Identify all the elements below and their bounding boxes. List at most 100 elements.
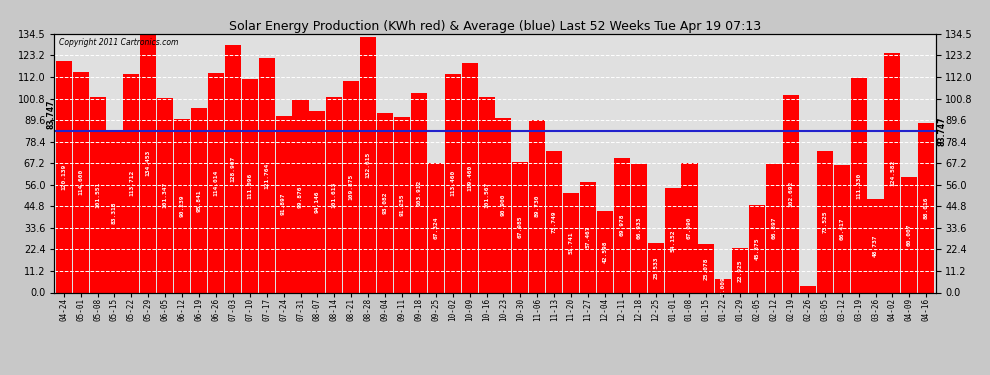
Bar bbox=[377, 113, 393, 292]
Text: 69.978: 69.978 bbox=[620, 214, 625, 237]
Bar bbox=[360, 38, 376, 292]
Bar bbox=[749, 205, 765, 292]
Bar bbox=[208, 73, 224, 292]
Text: 101.347: 101.347 bbox=[162, 182, 167, 208]
Bar bbox=[107, 132, 123, 292]
Bar bbox=[530, 120, 545, 292]
Text: 91.897: 91.897 bbox=[281, 193, 286, 215]
Bar bbox=[344, 81, 359, 292]
Bar bbox=[513, 162, 529, 292]
Bar bbox=[580, 182, 596, 292]
Text: 48.737: 48.737 bbox=[873, 234, 878, 257]
Bar bbox=[715, 279, 732, 292]
Text: 124.582: 124.582 bbox=[890, 159, 895, 186]
Text: 113.460: 113.460 bbox=[450, 170, 455, 196]
Text: 120.139: 120.139 bbox=[61, 164, 66, 190]
Text: 66.417: 66.417 bbox=[840, 217, 844, 240]
Bar bbox=[411, 93, 427, 292]
Bar bbox=[834, 165, 849, 292]
Text: 94.146: 94.146 bbox=[315, 191, 320, 213]
Text: 119.460: 119.460 bbox=[467, 165, 472, 191]
Text: 25.078: 25.078 bbox=[704, 257, 709, 280]
Text: 114.600: 114.600 bbox=[78, 169, 83, 195]
Bar bbox=[614, 158, 630, 292]
Text: 103.912: 103.912 bbox=[417, 179, 422, 206]
Text: 95.841: 95.841 bbox=[197, 189, 202, 211]
Text: 88.016: 88.016 bbox=[924, 196, 929, 219]
Bar bbox=[191, 108, 207, 292]
Bar bbox=[55, 62, 72, 292]
Bar bbox=[72, 72, 89, 292]
Bar bbox=[664, 188, 680, 292]
Bar bbox=[800, 286, 816, 292]
Bar bbox=[478, 97, 495, 292]
Text: 121.764: 121.764 bbox=[264, 162, 269, 189]
Text: 67.090: 67.090 bbox=[687, 217, 692, 239]
Text: 91.255: 91.255 bbox=[400, 194, 405, 216]
Text: 57.467: 57.467 bbox=[585, 226, 590, 249]
Text: 54.152: 54.152 bbox=[670, 229, 675, 252]
Bar bbox=[733, 248, 748, 292]
Text: 90.900: 90.900 bbox=[501, 194, 506, 216]
Bar bbox=[89, 97, 106, 292]
Bar bbox=[495, 118, 512, 292]
Bar bbox=[783, 95, 799, 292]
Text: 83.747: 83.747 bbox=[938, 117, 946, 146]
Bar bbox=[647, 243, 663, 292]
Text: 101.567: 101.567 bbox=[484, 182, 489, 208]
Text: 73.525: 73.525 bbox=[823, 210, 828, 233]
Text: 45.375: 45.375 bbox=[754, 238, 759, 260]
Text: 66.897: 66.897 bbox=[771, 217, 776, 239]
Bar bbox=[681, 164, 698, 292]
Text: 101.613: 101.613 bbox=[332, 182, 337, 208]
Bar bbox=[141, 34, 156, 292]
Text: Copyright 2011 Cartronics.com: Copyright 2011 Cartronics.com bbox=[58, 38, 178, 46]
Text: 22.925: 22.925 bbox=[738, 259, 742, 282]
Bar bbox=[597, 210, 613, 292]
Text: 99.876: 99.876 bbox=[298, 185, 303, 208]
Bar bbox=[242, 79, 257, 292]
Bar bbox=[698, 244, 715, 292]
Text: 60.007: 60.007 bbox=[907, 224, 912, 246]
Bar bbox=[258, 58, 274, 292]
Text: 114.014: 114.014 bbox=[214, 170, 219, 196]
Bar bbox=[428, 163, 444, 292]
Bar bbox=[275, 116, 292, 292]
Text: 83.747: 83.747 bbox=[47, 99, 55, 129]
Text: 90.239: 90.239 bbox=[179, 195, 184, 217]
Bar bbox=[563, 193, 579, 292]
Text: 101.551: 101.551 bbox=[95, 182, 100, 208]
Text: 111.096: 111.096 bbox=[248, 172, 252, 199]
Bar bbox=[884, 53, 901, 292]
Bar bbox=[445, 74, 460, 292]
Bar bbox=[310, 111, 326, 292]
Bar bbox=[124, 74, 140, 292]
Text: 113.712: 113.712 bbox=[129, 170, 134, 196]
Bar bbox=[461, 63, 477, 292]
Text: 132.615: 132.615 bbox=[365, 152, 370, 178]
Text: 102.692: 102.692 bbox=[788, 181, 793, 207]
Bar bbox=[157, 98, 173, 292]
Bar bbox=[327, 97, 343, 292]
Text: 7.009: 7.009 bbox=[721, 276, 726, 295]
Text: 134.453: 134.453 bbox=[146, 150, 150, 176]
Bar bbox=[225, 45, 241, 292]
Bar bbox=[546, 151, 562, 292]
Bar bbox=[817, 151, 833, 292]
Bar bbox=[394, 117, 410, 292]
Text: 111.330: 111.330 bbox=[856, 172, 861, 198]
Text: 73.749: 73.749 bbox=[551, 210, 556, 233]
Bar bbox=[867, 199, 883, 292]
Text: 67.985: 67.985 bbox=[518, 216, 523, 238]
Bar bbox=[918, 123, 935, 292]
Text: 42.598: 42.598 bbox=[603, 240, 608, 263]
Text: 93.082: 93.082 bbox=[382, 192, 387, 214]
Text: 66.933: 66.933 bbox=[637, 217, 642, 239]
Bar bbox=[901, 177, 918, 292]
Text: 25.533: 25.533 bbox=[653, 257, 658, 279]
Text: 51.741: 51.741 bbox=[568, 231, 573, 254]
Text: 128.907: 128.907 bbox=[231, 155, 236, 182]
Text: 109.875: 109.875 bbox=[348, 174, 353, 200]
Text: 67.324: 67.324 bbox=[434, 216, 439, 239]
Bar bbox=[174, 119, 190, 292]
